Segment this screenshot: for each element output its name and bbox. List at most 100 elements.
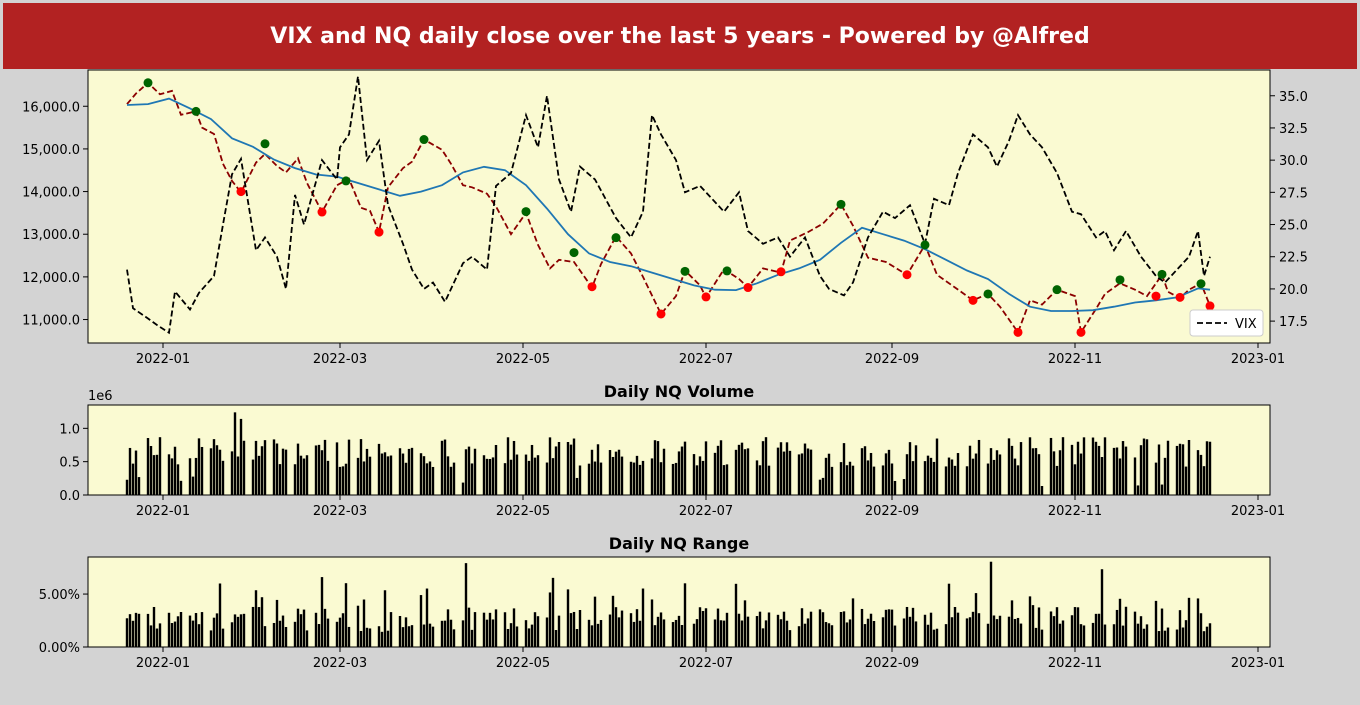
range-bar bbox=[1163, 630, 1167, 647]
range-bar bbox=[1040, 629, 1044, 647]
volume-bar bbox=[734, 449, 738, 495]
price-right-y-tick-label: 35.0 bbox=[1279, 90, 1308, 105]
volume-bar bbox=[797, 454, 801, 495]
range-bar bbox=[923, 614, 927, 647]
nq-close-line bbox=[126, 81, 1211, 335]
volume-bar bbox=[215, 445, 219, 495]
volume-bar bbox=[293, 464, 297, 495]
trough-marker bbox=[1076, 327, 1086, 337]
volume-bar bbox=[827, 453, 831, 495]
range-bar bbox=[680, 625, 684, 647]
volume-bar bbox=[788, 450, 792, 495]
volume-bar bbox=[314, 445, 318, 495]
volume-bar bbox=[632, 462, 636, 495]
range-bar bbox=[662, 619, 666, 647]
range-bar bbox=[233, 614, 237, 647]
volume-bar bbox=[608, 450, 612, 495]
range-x-tick-label: 2022-01 bbox=[136, 656, 190, 671]
range-bar bbox=[653, 625, 657, 647]
range-bar bbox=[587, 619, 591, 647]
range-x-tick-label: 2022-09 bbox=[865, 656, 919, 671]
volume-y-tick-label: 1.0 bbox=[59, 422, 80, 437]
peak-marker bbox=[1157, 269, 1167, 279]
range-bar bbox=[530, 624, 534, 647]
volume-bar bbox=[1115, 447, 1119, 495]
range-bar bbox=[572, 611, 576, 647]
trough-marker bbox=[374, 227, 384, 237]
price-right-y-tick-label: 32.5 bbox=[1279, 122, 1308, 137]
volume-bar bbox=[194, 457, 198, 495]
volume-bar bbox=[842, 443, 846, 495]
range-bar bbox=[956, 612, 960, 647]
range-bar bbox=[1208, 623, 1212, 647]
volume-bar bbox=[956, 453, 960, 495]
volume-bar bbox=[947, 457, 951, 495]
volume-bar bbox=[1019, 442, 1023, 495]
volume-panel-title: Daily NQ Volume bbox=[604, 382, 755, 401]
range-bar bbox=[1142, 628, 1146, 647]
volume-bar bbox=[362, 461, 366, 495]
range-bar bbox=[719, 620, 723, 647]
price-left-y-tick-label: 11,000.0 bbox=[22, 314, 80, 329]
volume-bar bbox=[1178, 443, 1182, 495]
range-bar bbox=[1115, 609, 1119, 647]
volume-bar bbox=[1142, 438, 1146, 495]
volume-bar bbox=[200, 446, 204, 495]
trough-marker bbox=[1151, 291, 1161, 301]
range-bar bbox=[194, 613, 198, 647]
volume-bar bbox=[881, 465, 885, 495]
range-bar bbox=[737, 613, 741, 647]
peak-marker bbox=[680, 266, 690, 276]
volume-bar bbox=[446, 456, 450, 495]
range-bar bbox=[536, 616, 540, 647]
volume-bar bbox=[821, 477, 825, 495]
range-bar bbox=[845, 622, 849, 647]
volume-bar bbox=[359, 439, 363, 495]
range-panel: Daily NQ Range 0.00% 5.00% 2022-01 2022-03 20… bbox=[39, 534, 1285, 671]
volume-bar bbox=[209, 448, 213, 495]
volume-bar bbox=[485, 458, 489, 495]
volume-bar bbox=[932, 461, 936, 495]
range-bar bbox=[443, 620, 447, 647]
volume-bar bbox=[467, 446, 471, 495]
volume-bar bbox=[1181, 444, 1185, 495]
range-bar bbox=[470, 629, 474, 647]
volume-bar bbox=[1175, 445, 1179, 495]
volume-bar bbox=[683, 441, 687, 495]
volume-bar bbox=[968, 445, 972, 495]
volume-bar bbox=[503, 463, 507, 495]
range-bar bbox=[527, 628, 531, 647]
volume-bar bbox=[716, 445, 720, 495]
range-y-tick-label: 5.00% bbox=[39, 588, 80, 603]
range-bar bbox=[461, 620, 465, 647]
volume-bar bbox=[1055, 465, 1059, 495]
range-bar bbox=[176, 616, 180, 647]
volume-bar bbox=[425, 463, 429, 495]
price-x-tick-label: 2022-01 bbox=[136, 352, 190, 367]
volume-bar bbox=[1157, 444, 1161, 495]
range-bar bbox=[953, 606, 957, 647]
volume-bar bbox=[638, 464, 642, 495]
range-bar bbox=[473, 612, 477, 647]
volume-bar bbox=[884, 453, 888, 495]
range-bar bbox=[446, 609, 450, 647]
peak-marker bbox=[1115, 275, 1125, 285]
volume-bar bbox=[1034, 448, 1038, 495]
range-bar bbox=[1070, 615, 1074, 647]
range-bar bbox=[341, 613, 345, 647]
trough-marker bbox=[1205, 301, 1215, 311]
range-bar bbox=[272, 622, 276, 647]
range-bar bbox=[1016, 617, 1020, 647]
range-bar bbox=[671, 622, 675, 647]
volume-bar bbox=[1166, 440, 1170, 495]
volume-bar bbox=[596, 444, 600, 495]
volume-bar bbox=[755, 460, 759, 495]
volume-bar bbox=[863, 446, 867, 495]
volume-bar bbox=[344, 463, 348, 495]
volume-bar bbox=[317, 444, 321, 495]
range-bar bbox=[173, 621, 177, 647]
range-bar bbox=[989, 561, 993, 647]
peak-marker bbox=[521, 207, 531, 217]
range-bar bbox=[809, 611, 813, 647]
volume-bar bbox=[242, 440, 246, 495]
